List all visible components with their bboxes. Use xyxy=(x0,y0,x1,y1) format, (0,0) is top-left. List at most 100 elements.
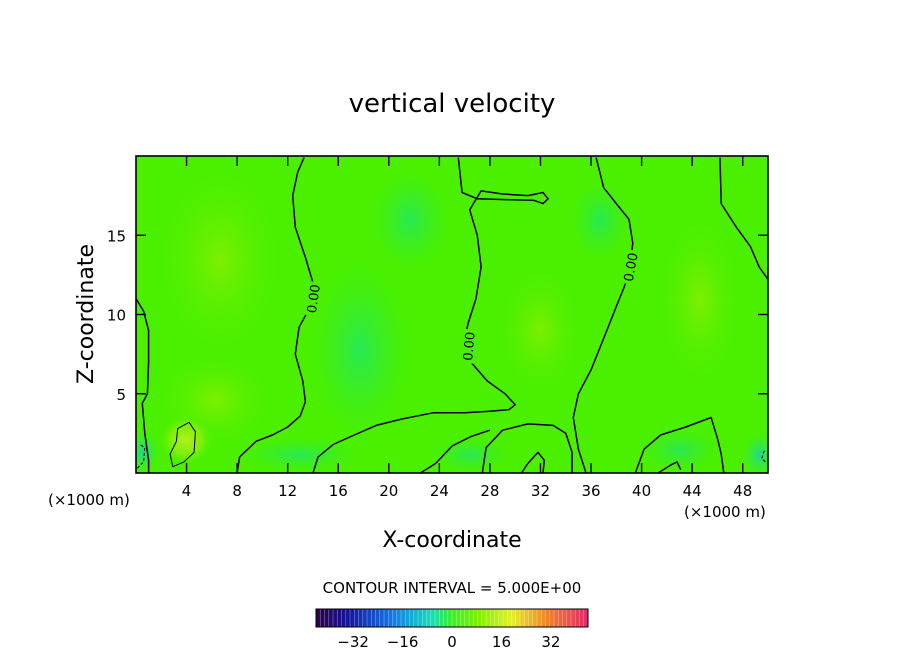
contour-label: 0.00 xyxy=(302,280,324,317)
x-tick-label: 32 xyxy=(531,482,550,500)
contour-label-bg xyxy=(302,280,324,317)
colorbar-swatch xyxy=(379,609,385,627)
colorbar-swatch xyxy=(439,609,444,627)
colorbar-swatch xyxy=(575,609,580,627)
colorbar-swatch xyxy=(498,609,504,627)
colorbar-tick-label: −32 xyxy=(337,633,369,651)
colorbar-swatch xyxy=(452,609,457,627)
colorbar-swatch xyxy=(464,609,470,627)
contour-line xyxy=(719,157,768,281)
colorbar-swatch xyxy=(418,609,423,627)
contour-interval-text: CONTOUR INTERVAL = 5.000E+00 xyxy=(323,579,582,597)
contour-line xyxy=(657,461,682,473)
colorbar-swatch xyxy=(469,609,474,627)
colorbar-swatch xyxy=(481,609,487,627)
colorbar-swatch xyxy=(430,609,436,627)
colorbar-swatch xyxy=(562,609,568,627)
contour-line xyxy=(136,444,146,469)
colorbar-swatch xyxy=(558,609,563,627)
colorbar-tick-label: −16 xyxy=(387,633,419,651)
colorbar-tick-label: 16 xyxy=(492,633,511,651)
colorbar-swatch xyxy=(494,609,500,627)
colorbar-tick-label: 0 xyxy=(447,633,457,651)
colorbar-swatch xyxy=(362,609,368,627)
colorbar-swatch xyxy=(583,609,589,627)
colorbar-swatch xyxy=(384,609,389,627)
contour-line xyxy=(236,157,314,473)
colorbar-swatch xyxy=(409,609,415,627)
colorbar-swatch xyxy=(341,609,347,627)
contour-line xyxy=(420,429,491,473)
chart-title: vertical velocity xyxy=(349,89,556,119)
colorbar-swatch xyxy=(579,609,585,627)
colorbar-swatch xyxy=(566,609,572,627)
colorbar-swatch xyxy=(388,609,393,627)
x-tick-label: 4 xyxy=(182,482,192,500)
colorbar-swatch xyxy=(545,609,551,627)
colorbar-tick-label: 32 xyxy=(541,633,560,651)
contour-line xyxy=(520,451,546,473)
colorbar-swatch xyxy=(528,609,534,627)
colorbar-swatch xyxy=(490,609,495,627)
x-tick-label: 20 xyxy=(379,482,398,500)
colorbar-swatch xyxy=(392,609,398,627)
x-unit-left: (×1000 m) xyxy=(48,491,130,509)
colorbar-swatch xyxy=(511,609,517,627)
y-tick-label: 10 xyxy=(107,307,126,325)
colorbar-swatch xyxy=(333,609,338,627)
y-tick-label: 15 xyxy=(107,227,126,245)
colorbar-swatch xyxy=(328,609,334,627)
contour-label-bg xyxy=(458,328,478,364)
contour-line xyxy=(572,157,634,473)
y-tick-label: 5 xyxy=(116,386,126,404)
colorbar-swatch xyxy=(456,609,461,627)
colorbar-swatch xyxy=(541,609,546,627)
colorbar-swatch xyxy=(549,609,555,627)
colorbar-swatch xyxy=(460,609,466,627)
colorbar-swatch xyxy=(503,609,508,627)
x-unit-right: (×1000 m) xyxy=(684,503,766,521)
contour-label-bg xyxy=(619,248,642,286)
colorbar-swatch xyxy=(354,609,359,627)
colorbar-swatch xyxy=(320,609,325,627)
colorbar-swatch xyxy=(345,609,351,627)
x-axis-label: X-coordinate xyxy=(382,528,521,553)
x-axis: 4 8 12 16 20 24 28 32 36 40 44 48 xyxy=(182,156,752,500)
colorbar-swatch xyxy=(477,609,483,627)
colorbar-swatch xyxy=(524,609,529,627)
colorbar-swatch xyxy=(371,609,376,627)
colorbar-swatch xyxy=(405,609,410,627)
colorbar-swatch xyxy=(426,609,432,627)
contour-labels: 0.00 0.00 0.00 xyxy=(302,248,642,364)
colorbar-swatch xyxy=(316,609,321,627)
contour-label-text: 0.00 xyxy=(461,331,478,361)
colorbar-swatch xyxy=(473,609,478,627)
contour-label: 0.00 xyxy=(619,248,642,286)
x-tick-label: 48 xyxy=(733,482,752,500)
colorbar-swatch xyxy=(532,609,538,627)
colorbar-swatch xyxy=(554,609,559,627)
y-axis: 5 10 15 xyxy=(107,227,768,404)
contour-line xyxy=(136,298,150,473)
contour-line xyxy=(634,416,725,473)
x-tick-label: 12 xyxy=(278,482,297,500)
colorbar-swatch xyxy=(350,609,355,627)
colorbar-swatch xyxy=(515,609,521,627)
contour-label: 0.00 xyxy=(458,328,479,364)
contour-line xyxy=(169,421,196,468)
colorbar-swatch xyxy=(422,609,427,627)
plot-area: 0.00 0.00 0.00 xyxy=(136,156,768,473)
x-tick-label: 8 xyxy=(232,482,242,500)
x-tick-label: 44 xyxy=(683,482,702,500)
colorbar-swatch xyxy=(571,609,576,627)
colorbar-swatch xyxy=(507,609,512,627)
x-tick-label: 36 xyxy=(581,482,600,500)
colorbar-swatch xyxy=(367,609,372,627)
colorbar: −32 −16 0 16 32 xyxy=(315,608,589,651)
y-axis-label: Z-coordinate xyxy=(74,244,99,384)
velocity-field-shading xyxy=(136,170,768,473)
contour-label-text: 0.00 xyxy=(305,283,324,314)
contour-line xyxy=(761,450,766,463)
x-tick-label: 16 xyxy=(329,482,348,500)
